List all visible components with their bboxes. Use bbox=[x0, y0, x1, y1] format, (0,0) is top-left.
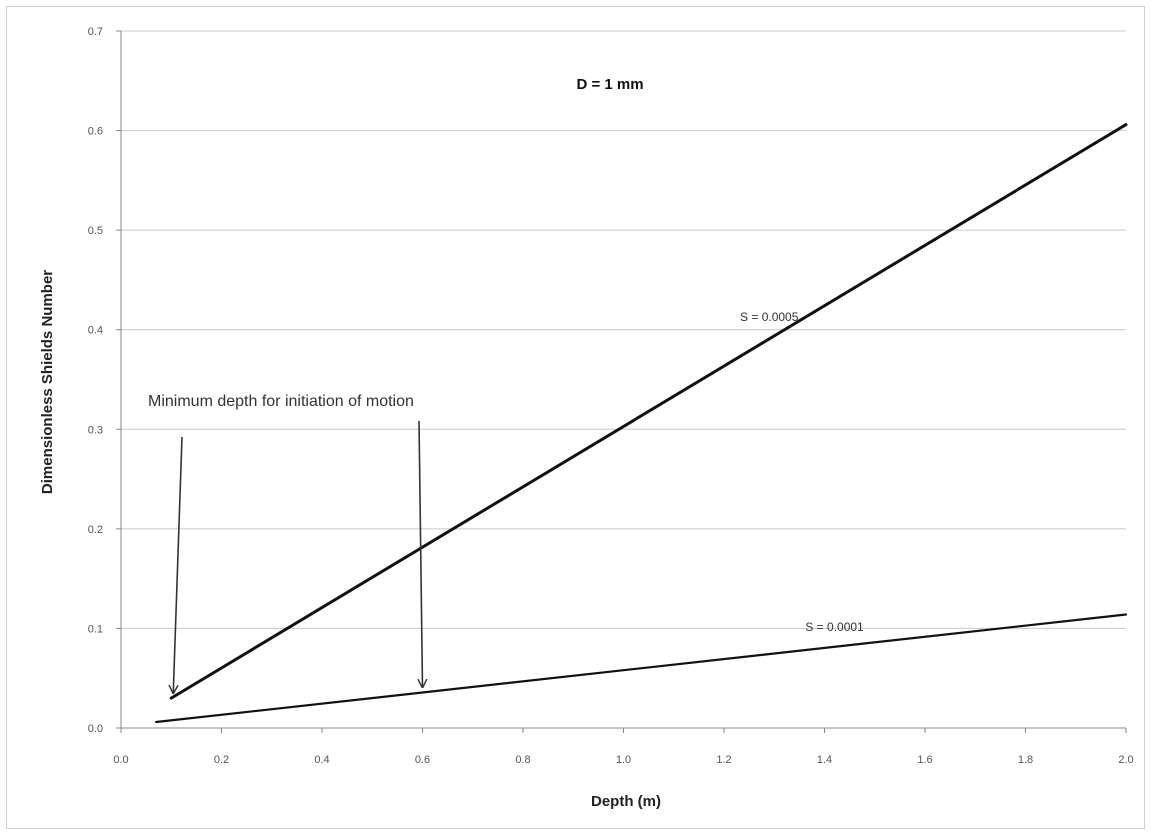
annotation: Minimum depth for initiation of motion bbox=[148, 393, 423, 693]
gridlines bbox=[121, 30, 1126, 629]
x-tick-label: 1.4 bbox=[817, 754, 832, 766]
y-tick-label: 0.0 bbox=[88, 723, 103, 735]
series-line-1 bbox=[169, 123, 1128, 700]
y-tick-labels: 0.0 0.1 0.2 0.3 0.4 0.5 0.6 0.7 bbox=[88, 26, 121, 735]
x-tick-label: 1.8 bbox=[1018, 754, 1033, 766]
x-tick-label: 2.0 bbox=[1118, 754, 1133, 766]
y-axis-title: Dimensionless Shields Number bbox=[39, 270, 56, 494]
x-axis-title: Depth (m) bbox=[591, 793, 661, 810]
x-tick-labels: 0.0 0.2 0.4 0.6 0.8 1.0 1.2 1.4 1.6 1.8 2.0 bbox=[113, 728, 1134, 766]
annotation-arrow-1 bbox=[173, 436, 183, 693]
y-tick-label: 0.4 bbox=[88, 325, 103, 337]
series-label-1: S = 0.0005 bbox=[740, 310, 799, 324]
x-tick-label: 1.2 bbox=[716, 754, 731, 766]
x-tick-label: 1.0 bbox=[616, 754, 631, 766]
series-lines bbox=[155, 123, 1128, 724]
y-tick-label: 0.7 bbox=[88, 26, 103, 38]
y-tick-label: 0.2 bbox=[88, 524, 103, 536]
axes bbox=[120, 31, 1126, 729]
x-tick-label: 0.4 bbox=[314, 754, 329, 766]
x-tick-label: 0.8 bbox=[515, 754, 530, 766]
y-tick-label: 0.6 bbox=[88, 126, 103, 138]
x-tick-label: 0.6 bbox=[415, 754, 430, 766]
x-tick-label: 0.2 bbox=[214, 754, 229, 766]
x-tick-label: 0.0 bbox=[113, 754, 128, 766]
y-tick-label: 0.3 bbox=[88, 424, 103, 436]
series-line-2 bbox=[155, 613, 1128, 724]
annotation-arrow-2 bbox=[419, 420, 423, 687]
y-tick-label: 0.5 bbox=[88, 225, 103, 237]
chart-title: D = 1 mm bbox=[576, 76, 643, 93]
x-tick-label: 1.6 bbox=[917, 754, 932, 766]
series-label-2: S = 0.0001 bbox=[805, 620, 864, 634]
y-tick-label: 0.1 bbox=[88, 623, 103, 635]
annotation-text: Minimum depth for initiation of motion bbox=[148, 393, 414, 410]
series-labels: S = 0.0005 S = 0.0001 bbox=[740, 310, 864, 634]
chart-frame bbox=[6, 6, 1145, 829]
